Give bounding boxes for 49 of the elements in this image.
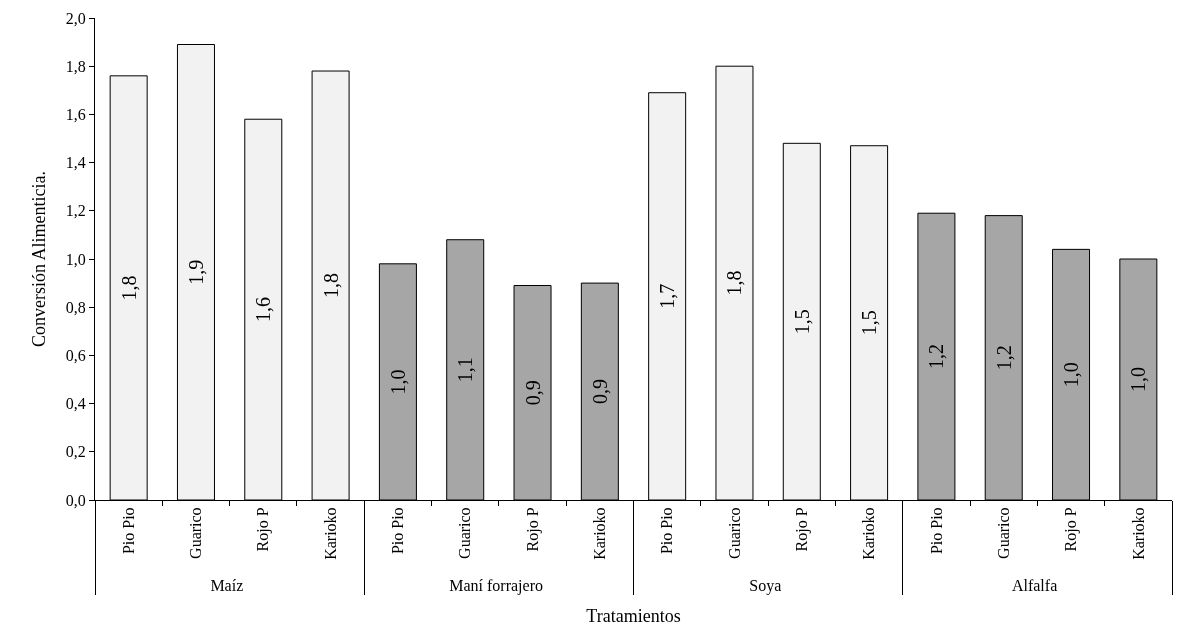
x-tick-label: Karioko: [321, 507, 339, 560]
data-label: 1,0: [1060, 362, 1083, 388]
y-tick-label: 0,2: [65, 443, 86, 461]
data-label: 1,2: [925, 344, 948, 370]
y-tick-label: 1,2: [65, 202, 86, 220]
x-tick-label: Rojo P: [1062, 507, 1081, 552]
data-label: 1,2: [992, 345, 1015, 371]
y-tick-label: 0,8: [65, 298, 86, 316]
y-tick-label: 1,8: [65, 57, 86, 75]
y-tick-label: 0,6: [65, 347, 86, 364]
x-tick-label: Guarico: [725, 507, 743, 559]
data-label: 1,1: [454, 357, 477, 383]
data-label: 1,8: [117, 275, 140, 301]
data-label: 1,5: [790, 309, 813, 335]
y-tick-label: 0,0: [65, 491, 86, 509]
y-tick-label: 0,4: [65, 395, 86, 413]
x-axis-title: Tratamientos: [586, 605, 681, 626]
y-axis-title: Conversión Alimenticia.: [29, 171, 49, 347]
y-tick-label: 1,0: [65, 250, 86, 268]
x-tick-label: Pio Pio: [119, 507, 137, 555]
text: Maíz: [210, 576, 244, 594]
data-label: 0,9: [521, 380, 544, 406]
x-tick-label: Rojo P: [523, 507, 542, 552]
x-tick-label: Pio Pio: [658, 507, 676, 555]
text: Soya: [749, 576, 782, 595]
text: Alfalfa: [1011, 576, 1058, 594]
x-tick-label: Guarico: [994, 507, 1012, 559]
data-label: 1,0: [1127, 367, 1150, 392]
data-label: 1,9: [184, 259, 207, 285]
y-tick-label: 2,0: [65, 9, 86, 27]
data-label: 0,9: [588, 379, 611, 405]
x-tick-label: Guarico: [187, 507, 205, 559]
x-tick-label: Rojo P: [254, 507, 273, 552]
y-tick-label: 1,6: [65, 106, 86, 123]
x-tick-label: Karioko: [591, 507, 609, 560]
text: Maní forrajero: [449, 576, 543, 595]
data-label: 1,5: [858, 310, 881, 336]
x-tick-label: Karioko: [1129, 507, 1147, 560]
y-tick-label: 1,4: [65, 154, 86, 172]
x-tick-label: Rojo P: [792, 507, 811, 552]
x-tick-label: Pio Pio: [389, 507, 407, 555]
data-label: 1,7: [656, 283, 679, 309]
data-label: 1,6: [252, 297, 275, 323]
x-tick-label: Guarico: [456, 507, 474, 559]
data-label: 1,0: [386, 369, 409, 395]
x-tick-label: Pio Pio: [927, 507, 945, 555]
data-label: 1,8: [723, 270, 746, 296]
x-tick-label: Karioko: [860, 507, 878, 560]
data-label: 1,8: [319, 273, 342, 299]
